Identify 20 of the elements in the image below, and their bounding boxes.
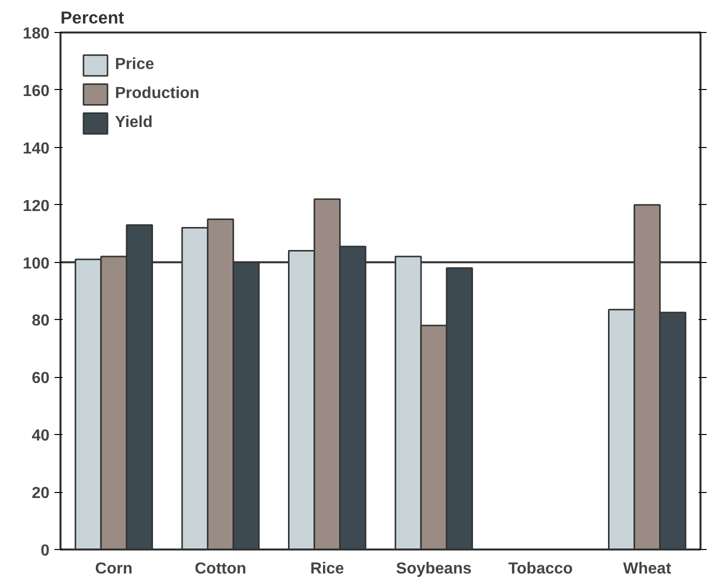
x-tick-label: Wheat [623, 560, 672, 578]
x-tick-label: Tobacco [508, 560, 574, 578]
legend-label: Production [115, 85, 200, 103]
legend-label: Price [115, 56, 154, 74]
y-tick-label: 60 [32, 370, 50, 388]
y-tick-label: 180 [22, 26, 50, 42]
y-axis-title: Percent [60, 8, 124, 28]
x-tick-label: Corn [95, 560, 132, 578]
x-tick-label: Rice [310, 560, 344, 578]
y-tick-label: 80 [32, 312, 50, 330]
y-tick-label: 40 [32, 428, 50, 445]
y-tick-label: 0 [40, 542, 50, 560]
x-tick-label: Cotton [194, 560, 246, 578]
y-tick-label: 100 [22, 255, 50, 272]
y-tick-label: 140 [22, 140, 50, 158]
x-tick-label: Soybeans [396, 560, 472, 578]
legend-label: Yield [115, 114, 153, 132]
y-tick-label: 120 [22, 198, 50, 215]
y-tick-label: 20 [32, 485, 50, 502]
y-tick-label: 160 [22, 82, 50, 100]
